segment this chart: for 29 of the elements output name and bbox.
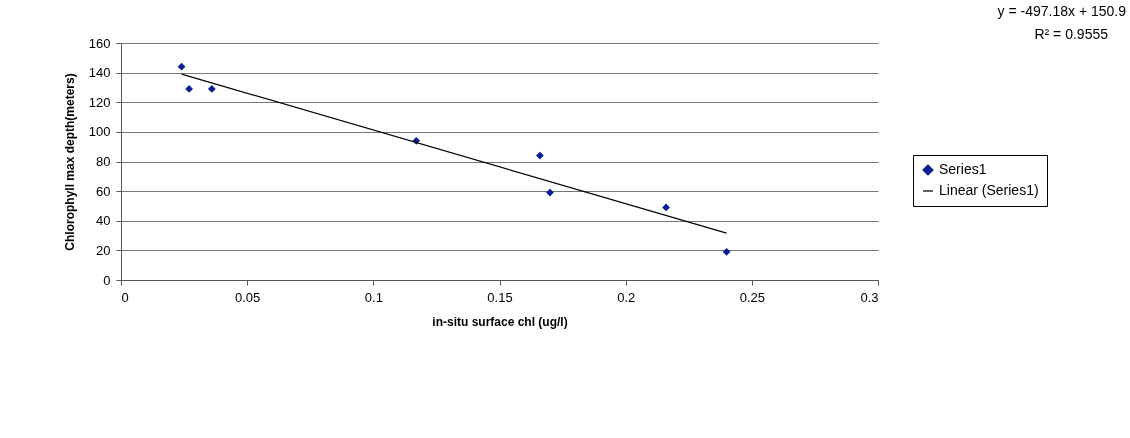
x-tick-label: 0.25 (739, 289, 765, 305)
y-tick-label: 120 (88, 94, 111, 110)
x-tick-label: 0.05 (235, 289, 261, 305)
point (177, 62, 186, 71)
point (536, 151, 544, 160)
y-tick-label: 160 (88, 35, 111, 51)
point (546, 188, 554, 197)
x-tick-label: 0 (121, 289, 129, 305)
legend-label: Linear (Series1) (939, 182, 1039, 198)
point (722, 247, 731, 256)
y-tick-label: 60 (96, 183, 111, 199)
x-tick-label: 0.3 (860, 289, 879, 305)
y-axis-title: Chlorophyll max depth(meters) (62, 73, 77, 251)
x-tick-label: 0.2 (617, 289, 636, 305)
text: y = -497.18x + 150.9 (997, 3, 1127, 19)
point (185, 85, 193, 93)
point (662, 203, 670, 212)
y-tick-label: 0 (103, 272, 111, 288)
x-axis-title: in-situ surface chl (ug/l) (432, 314, 568, 329)
y-tick-label: 20 (96, 242, 111, 258)
y-tick-label: 100 (88, 124, 111, 140)
x-tick-label: 0.1 (364, 289, 383, 305)
y-tick-label: 140 (88, 65, 111, 81)
legend-label: Series1 (939, 161, 987, 177)
text: R² = 0.9555 (1034, 26, 1109, 42)
x-tick-label: 0.15 (487, 289, 513, 305)
y-tick-label: 40 (96, 213, 111, 229)
y-tick-label: 80 (96, 154, 111, 169)
point (207, 85, 216, 93)
